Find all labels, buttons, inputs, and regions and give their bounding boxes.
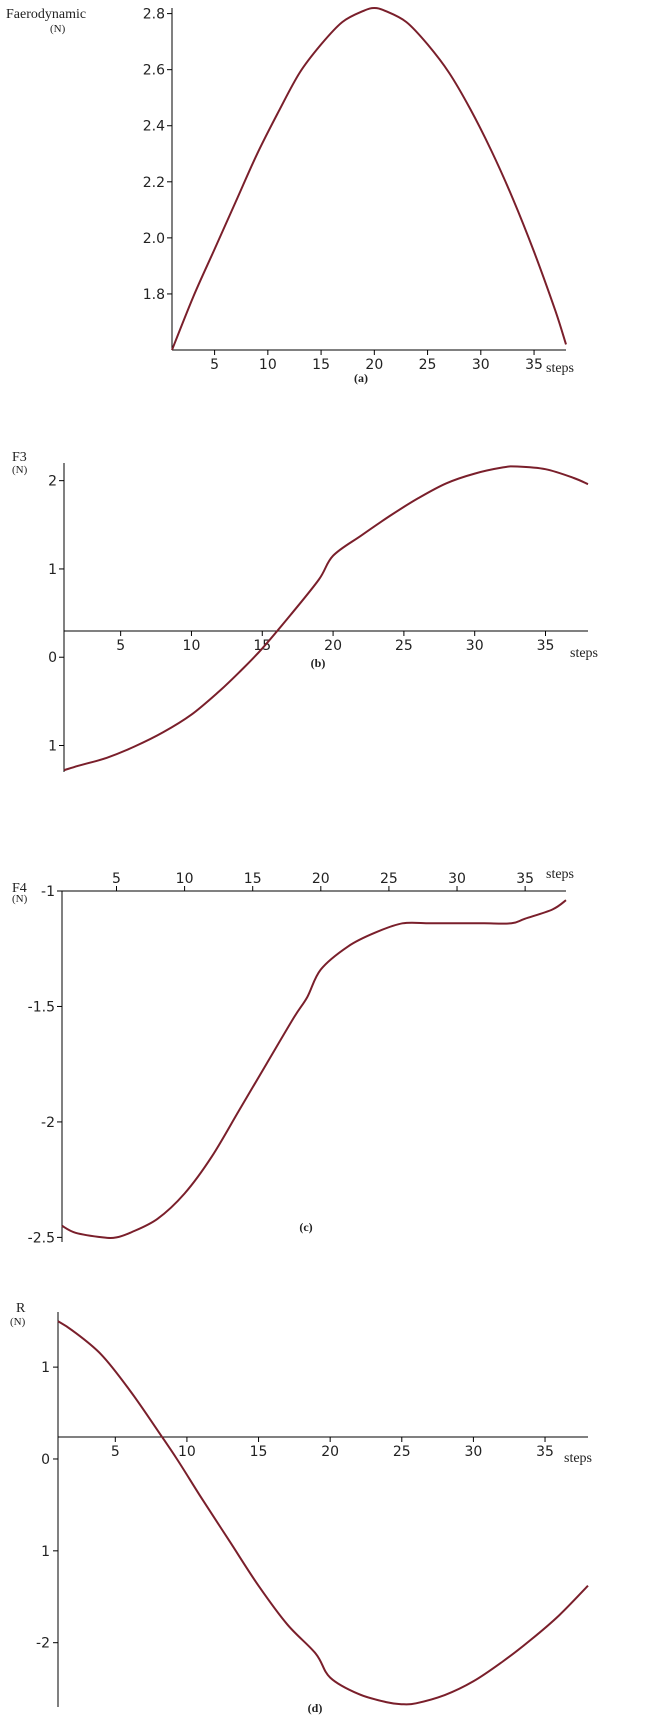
y-tick-label: 1 — [41, 1360, 50, 1376]
x-tick-label: 30 — [464, 1444, 482, 1460]
x-tick-label: 10 — [259, 357, 277, 373]
x-tick-label: 5 — [112, 871, 121, 887]
series-line — [57, 1320, 589, 1706]
x-tick-label: 10 — [176, 871, 194, 887]
y-tick-label: -1 — [41, 884, 55, 900]
x-tick-label: 20 — [312, 871, 330, 887]
x-axis-label: steps — [546, 361, 574, 376]
y-tick-label: 0 — [48, 650, 57, 666]
x-tick-label: 25 — [419, 357, 437, 373]
x-tick-label: 30 — [472, 357, 490, 373]
x-tick-label: 15 — [244, 871, 262, 887]
x-tick-label: 35 — [537, 638, 555, 654]
x-tick-label: 5 — [210, 357, 219, 373]
y-tick-label: 2.4 — [143, 119, 165, 135]
x-axis-label: steps — [546, 867, 574, 882]
chart-a: 5 10 15 20 25 30 35 1.8 2.0 2.2 2.4 2.6 2.8 Faerodyna… — [6, 7, 574, 385]
panel-caption: (a) — [354, 371, 368, 385]
y-axis-unit: (N) — [50, 23, 66, 35]
x-axis-label: steps — [570, 646, 598, 661]
x-tick-label: 15 — [312, 357, 330, 373]
y-tick-label: -1.5 — [28, 999, 55, 1015]
y-axis-label: F3 — [12, 450, 27, 465]
y-tick-label: -2.5 — [28, 1230, 55, 1246]
x-tick-label: 20 — [365, 357, 383, 373]
x-tick-label: 35 — [536, 1444, 554, 1460]
x-tick-label: 5 — [111, 1444, 120, 1460]
x-tick-label: 5 — [116, 638, 125, 654]
panel-caption: (b) — [311, 656, 326, 670]
y-axis-unit: (N) — [12, 464, 28, 476]
y-tick-label: -2 — [41, 1115, 55, 1131]
y-axis-unit: (N) — [10, 1316, 26, 1328]
y-tick-label: 1 — [48, 562, 57, 578]
y-tick-label: 2 — [48, 474, 57, 490]
x-axis-label: steps — [564, 1451, 592, 1466]
y-tick-label: 1.8 — [143, 287, 165, 303]
x-tick-label: 20 — [321, 1444, 339, 1460]
y-tick-label: 2.0 — [143, 231, 165, 247]
series-line — [63, 465, 589, 772]
x-tick-label: 35 — [525, 357, 543, 373]
x-tick-label: 10 — [178, 1444, 196, 1460]
y-tick-label: 1 — [41, 1544, 50, 1560]
series-line — [61, 899, 567, 1239]
chart-c: 5 10 15 20 25 30 35 -1 -1.5 -2 -2.5 F4(N) steps (c) — [12, 867, 574, 1246]
x-tick-label: 10 — [183, 638, 201, 654]
x-tick-label: 20 — [324, 638, 342, 654]
y-tick-label: 2.2 — [143, 175, 165, 191]
x-tick-label: 30 — [466, 638, 484, 654]
x-tick-label: 25 — [393, 1444, 411, 1460]
x-tick-label: 35 — [516, 871, 534, 887]
y-axis-label: F4 — [12, 881, 27, 896]
y-tick-label: 1 — [48, 739, 57, 755]
y-tick-label: 2.8 — [143, 7, 165, 23]
y-tick-label: 2.6 — [143, 63, 165, 79]
x-tick-label: 25 — [380, 871, 398, 887]
panel-caption: (d) — [308, 1701, 323, 1715]
x-tick-label: 30 — [448, 871, 466, 887]
series-line — [171, 7, 567, 351]
y-tick-label: -2 — [36, 1636, 50, 1652]
panel-caption: (c) — [299, 1220, 312, 1234]
x-tick-label: 25 — [395, 638, 413, 654]
y-axis-unit: (N) — [12, 893, 28, 905]
y-axis-label: R — [16, 1301, 26, 1316]
y-axis-label: Faerodynamic — [6, 7, 86, 22]
y-tick-label: 0 — [41, 1452, 50, 1468]
x-tick-label: 15 — [250, 1444, 268, 1460]
